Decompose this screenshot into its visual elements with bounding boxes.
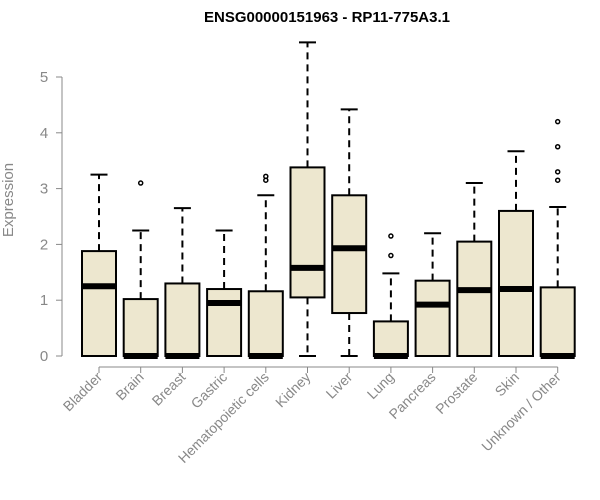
y-tick-label: 3 (40, 181, 48, 198)
outlier-point (554, 169, 561, 175)
box-hematopoietic-cells (247, 173, 284, 359)
y-tick-label: 1 (40, 292, 48, 309)
box-bladder (81, 173, 117, 357)
x-tick-label: Brain (112, 369, 146, 403)
box-lung (372, 233, 409, 359)
y-axis-label: Expression (0, 163, 17, 237)
iqr-box (414, 279, 451, 358)
outlier-point (554, 118, 561, 125)
iqr-box (289, 166, 326, 299)
box-pancreas (414, 232, 451, 358)
x-tick-label: Breast (149, 369, 189, 409)
iqr-box (539, 286, 576, 357)
x-tick-label: Liver (323, 369, 356, 402)
outlier-point (388, 233, 394, 239)
y-axis: 0 1 2 3 4 5 (40, 69, 63, 365)
outlier-point (137, 180, 144, 186)
iqr-box (164, 282, 201, 357)
y-tick-label: 4 (40, 125, 48, 142)
x-tick-label: Lung (364, 369, 397, 402)
iqr-box (247, 290, 284, 357)
iqr-box (331, 194, 368, 315)
x-tick-label: Bladder (60, 369, 106, 415)
outlier-point (554, 177, 561, 183)
y-tick-label: 2 (40, 236, 48, 253)
box-prostate (456, 182, 493, 357)
x-tick-label: Skin (492, 369, 523, 400)
box-gastric (206, 229, 243, 358)
box-liver (331, 108, 368, 357)
x-tick-label: Kidney (272, 369, 314, 411)
y-tick-label: 0 (40, 348, 48, 365)
iqr-box (81, 250, 117, 357)
x-tick-label: Unknown / Other (478, 369, 564, 455)
boxes (81, 41, 576, 359)
iqr-box (456, 240, 493, 357)
outlier-point (263, 173, 269, 180)
iqr-box (498, 209, 534, 357)
box-unknown-other (539, 118, 576, 359)
box-skin (498, 150, 534, 357)
box-brain (122, 180, 159, 359)
outlier-point (388, 252, 394, 259)
iqr-box (122, 298, 159, 358)
box-kidney (289, 41, 326, 357)
chart-title: ENSG00000151963 - RP11-775A3.1 (204, 9, 450, 26)
box-breast (164, 207, 201, 359)
x-tick-label: Prostate (432, 369, 480, 417)
outlier-point (554, 144, 561, 150)
iqr-box (372, 320, 409, 357)
iqr-box (206, 288, 243, 358)
y-tick-label: 5 (40, 69, 48, 86)
